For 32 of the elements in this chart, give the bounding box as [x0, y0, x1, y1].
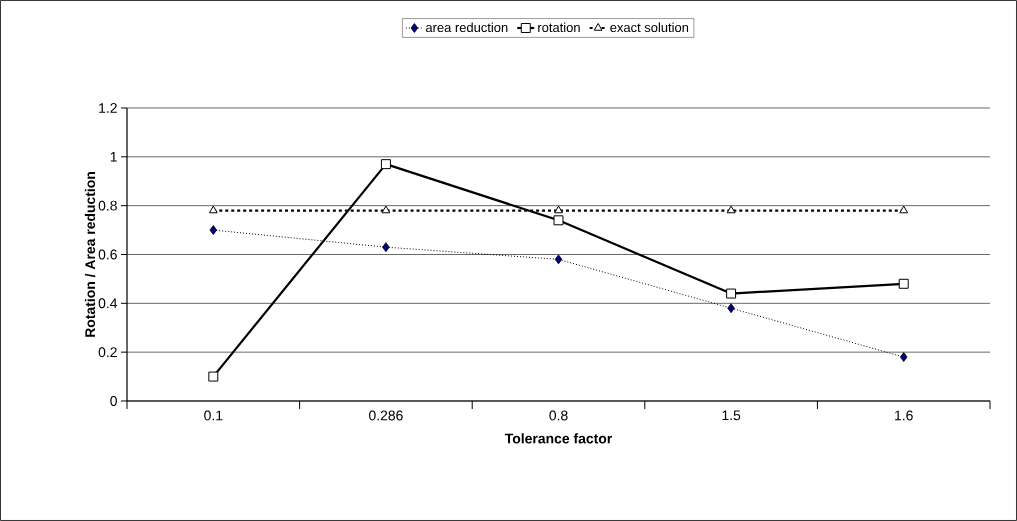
- y-tick-label: 0.8: [98, 200, 117, 211]
- y-tick-label: 1: [110, 152, 117, 162]
- point: [726, 288, 737, 299]
- point: [209, 225, 218, 235]
- y-axis-title: Rotation / Area reduction: [84, 172, 96, 337]
- point: [727, 303, 735, 314]
- point: [553, 215, 564, 226]
- point: [554, 254, 563, 265]
- legend-label: area reduction: [425, 22, 508, 33]
- point: [899, 352, 908, 362]
- legend-label: rotation: [538, 22, 580, 33]
- legend-label: exact solution: [610, 22, 689, 33]
- x-tick-label: 1.6: [895, 410, 913, 421]
- point: [899, 205, 909, 214]
- point: [208, 205, 218, 214]
- point: [898, 278, 909, 289]
- point: [380, 159, 391, 170]
- y-tick-label: 0.2: [98, 347, 117, 358]
- point: [554, 205, 563, 214]
- y-tick-label: 1.2: [99, 103, 117, 113]
- y-tick-label: 0: [110, 396, 117, 406]
- point: [382, 242, 390, 253]
- point: [381, 205, 391, 214]
- x-tick-label: 0.8: [549, 410, 568, 421]
- point: [208, 371, 219, 382]
- y-tick-label: 0.6: [98, 249, 117, 260]
- x-tick-label: 0.286: [369, 410, 403, 421]
- x-axis-title: Tolerance factor: [504, 433, 613, 444]
- x-tick-label: 0.1: [204, 410, 223, 421]
- point: [726, 205, 736, 214]
- y-tick-label: 0.4: [98, 298, 118, 309]
- x-tick-label: 1.5: [722, 410, 741, 421]
